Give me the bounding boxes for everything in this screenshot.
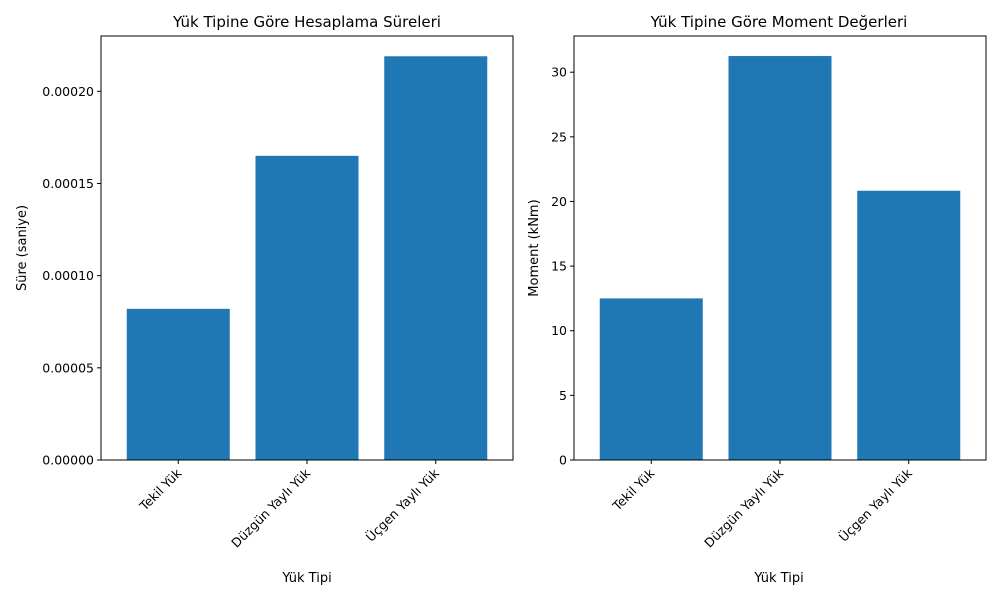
x-axis-label-right: Yük Tipi bbox=[753, 571, 803, 586]
x-axis-label-left: Yük Tipi bbox=[281, 571, 331, 586]
y-tick-label: 0.00005 bbox=[42, 360, 94, 375]
bar-2 bbox=[728, 56, 832, 460]
y-tick-label: 15 bbox=[551, 259, 567, 274]
chart-title-left: Yük Tipine Göre Hesaplama Süreleri bbox=[172, 13, 441, 31]
y-tick-label: 0.00020 bbox=[42, 84, 94, 99]
chart-title-right: Yük Tipine Göre Moment Değerleri bbox=[650, 13, 908, 31]
axes-frame bbox=[573, 35, 987, 461]
bar-1 bbox=[126, 308, 230, 460]
y-axis-label-left: Süre (saniye) bbox=[15, 205, 30, 291]
y-axis-label-right: Moment (kNm) bbox=[527, 199, 542, 296]
y-tick-label: 25 bbox=[551, 129, 567, 144]
chart-right: Yük Tipine Göre Moment Değerleri Yük Tip… bbox=[527, 13, 987, 586]
y-tick-label: 5 bbox=[559, 388, 567, 403]
y-tick-label: 20 bbox=[551, 194, 567, 209]
bar-1 bbox=[599, 298, 703, 460]
x-tick-label: Tekil Yük bbox=[609, 465, 658, 514]
x-tick-label: Düzgün Yaylı Yük bbox=[228, 465, 313, 550]
y-tick-label: 0 bbox=[559, 453, 567, 468]
chart-left: Yük Tipine Göre Hesaplama Süreleri Yük T… bbox=[15, 13, 514, 586]
y-tick-label: 0.00015 bbox=[42, 176, 94, 191]
y-tick-label: 30 bbox=[551, 65, 567, 80]
x-tick-label: Tekil Yük bbox=[136, 465, 185, 514]
bar-3 bbox=[384, 56, 488, 460]
x-tick-label: Üçgen Yaylı Yük bbox=[362, 464, 442, 544]
bar-3 bbox=[857, 190, 961, 461]
y-tick-label: 0.00010 bbox=[42, 268, 94, 283]
bar-2 bbox=[255, 155, 359, 460]
axes-frame bbox=[100, 35, 514, 461]
x-tick-label: Düzgün Yaylı Yük bbox=[701, 465, 786, 550]
x-tick-label: Üçgen Yaylı Yük bbox=[835, 464, 915, 544]
y-tick-label: 0.00000 bbox=[42, 453, 94, 468]
y-tick-label: 10 bbox=[551, 323, 567, 338]
plot-area-left: 0.00000 0.00005 0.00010 0.00015 0.00020 Tekil… bbox=[42, 35, 514, 550]
plot-area-right: 0 5 10 15 20 25 30 Tekil Yük Düzgün Yaylı Yük Üçg… bbox=[551, 35, 987, 550]
